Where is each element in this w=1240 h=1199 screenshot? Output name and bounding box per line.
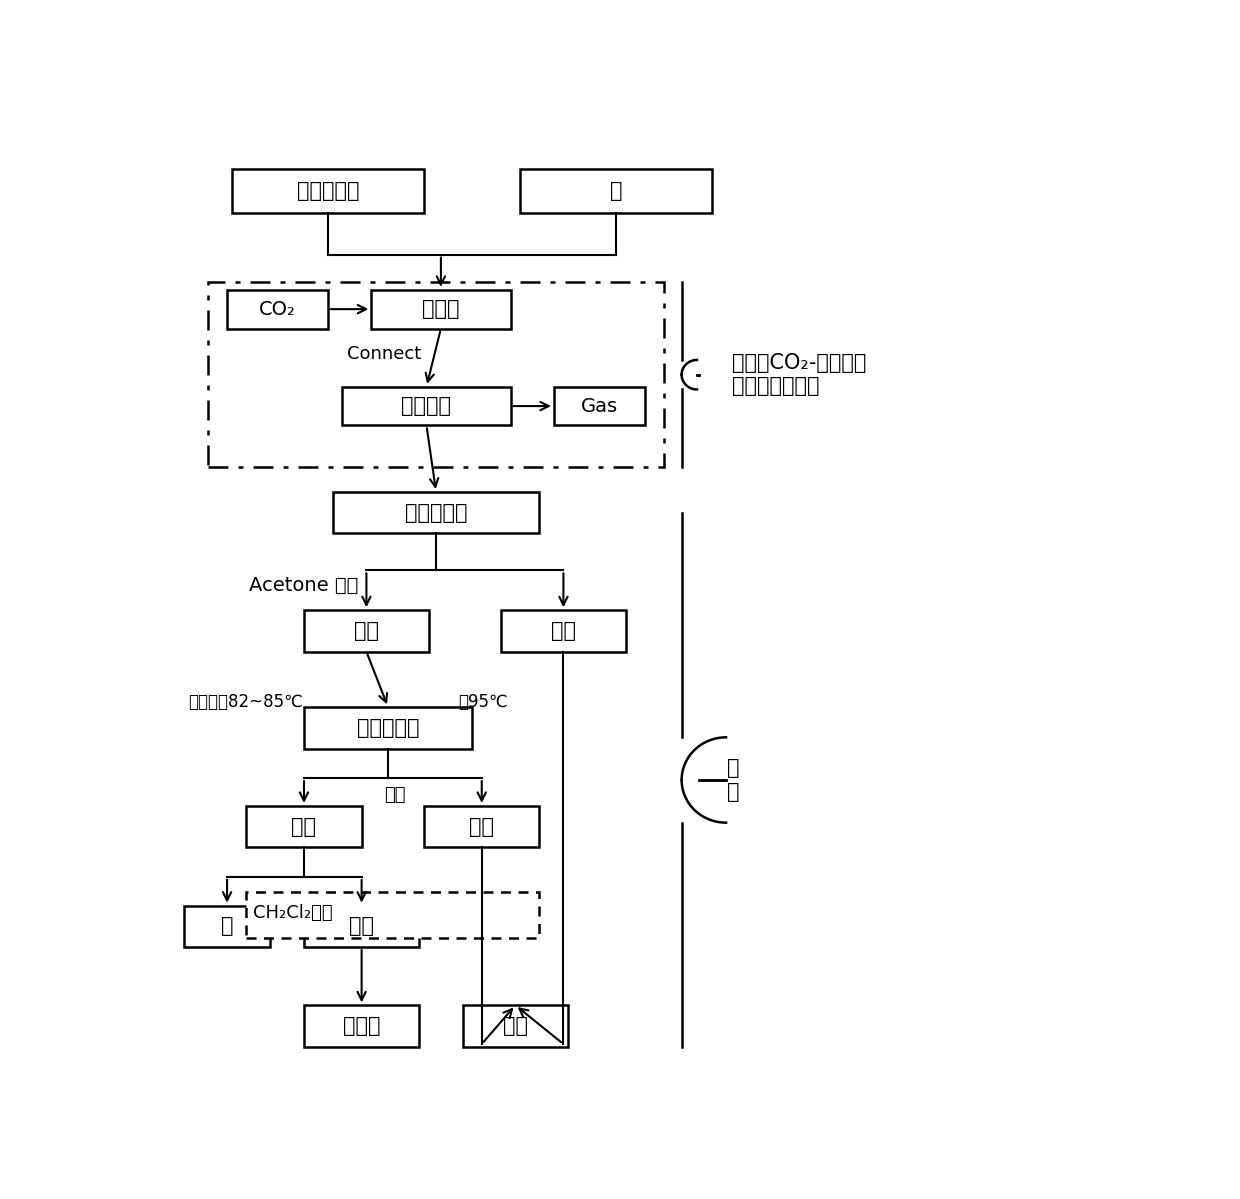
Bar: [227, 290, 327, 329]
Bar: [501, 610, 626, 652]
Bar: [304, 905, 419, 947]
Text: 水: 水: [221, 916, 233, 936]
Bar: [342, 387, 511, 426]
Text: 分液: 分液: [383, 785, 405, 803]
Bar: [463, 1005, 568, 1047]
Bar: [521, 169, 713, 213]
Text: 预处理: 预处理: [422, 299, 460, 319]
Text: 重油: 重油: [469, 817, 495, 837]
Text: Gas: Gas: [580, 397, 618, 416]
Bar: [424, 806, 539, 848]
Text: 轻油: 轻油: [350, 916, 374, 936]
Text: 水相: 水相: [291, 817, 316, 837]
Text: CH₂Cl₂萝取: CH₂Cl₂萝取: [253, 904, 332, 922]
Bar: [304, 707, 472, 748]
Bar: [332, 492, 539, 534]
Text: Connect: Connect: [347, 345, 422, 363]
Bar: [247, 806, 362, 848]
Bar: [247, 892, 539, 938]
Bar: [304, 610, 429, 652]
Text: 固相: 固相: [551, 621, 575, 641]
Text: 残渣: 残渣: [503, 1016, 528, 1036]
Text: CO₂: CO₂: [259, 300, 296, 319]
Text: 水: 水: [610, 181, 622, 201]
Text: 固液混合物: 固液混合物: [404, 502, 467, 523]
Bar: [554, 387, 645, 426]
Bar: [371, 290, 511, 329]
Bar: [208, 282, 665, 466]
Bar: [232, 169, 424, 213]
Text: 生物油: 生物油: [343, 1016, 381, 1036]
Text: 液相: 液相: [353, 621, 379, 641]
Text: 水热液化: 水热液化: [402, 396, 451, 416]
Bar: [184, 905, 270, 947]
Text: 烘95℃: 烘95℃: [458, 693, 507, 711]
Text: 旋转蕲发82~85℃: 旋转蕲发82~85℃: [188, 693, 304, 711]
Text: 油水混合物: 油水混合物: [357, 718, 419, 737]
Text: 木质纤维素: 木质纤维素: [296, 181, 360, 201]
Bar: [304, 1005, 419, 1047]
Text: 分
离: 分 离: [727, 759, 739, 802]
Text: 亚临界CO₂-水预处理
两步连续液化法: 亚临界CO₂-水预处理 两步连续液化法: [732, 353, 866, 397]
Text: Acetone 抄滤: Acetone 抄滤: [249, 576, 358, 595]
